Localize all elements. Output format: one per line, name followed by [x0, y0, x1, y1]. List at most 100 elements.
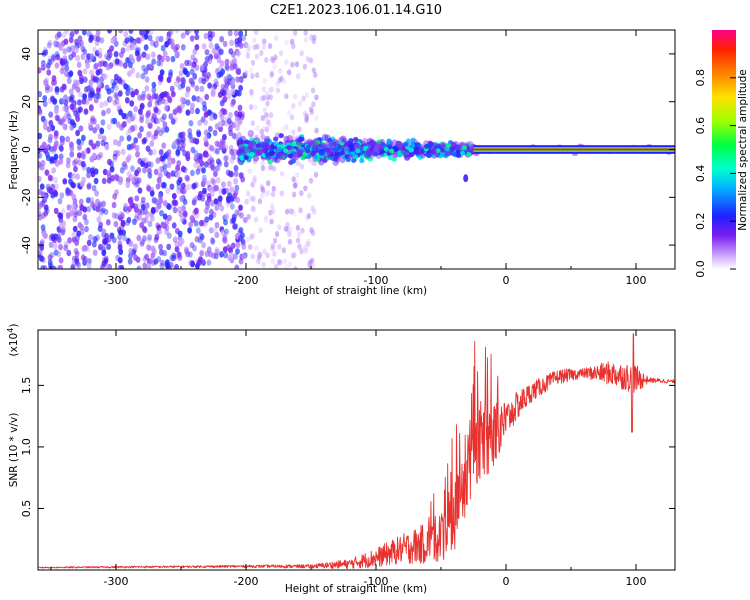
spectrogram-cell	[66, 77, 72, 85]
spectrogram-cell	[261, 95, 266, 101]
spectrogram-cell	[80, 160, 86, 168]
spectrogram-cell	[310, 205, 315, 212]
spectrogram-cell	[201, 43, 207, 50]
spectrogram-cell	[182, 187, 188, 195]
spectrogram-cell	[82, 30, 87, 36]
spectrogram-cell	[229, 157, 235, 164]
spectrogram-cell	[147, 101, 153, 108]
spectrogram-cell	[250, 73, 255, 80]
spectrogram-cell	[281, 247, 286, 254]
spectrogram-cell	[159, 210, 164, 217]
spectrogram-cell	[256, 148, 263, 156]
spectrogram-cell	[112, 155, 118, 163]
spectrogram-cell	[239, 212, 244, 219]
spectrogram-cell	[303, 247, 309, 254]
spectrogram-cell	[185, 99, 191, 106]
spectrogram-cell	[146, 236, 152, 244]
spectrogram-cell	[238, 42, 244, 49]
spectrogram-cell	[355, 148, 361, 154]
spectrogram-cell	[74, 30, 79, 35]
spectrogram-cell	[268, 112, 274, 119]
spectrogram-cell	[387, 155, 393, 161]
spectrogram-cell	[119, 224, 125, 231]
snr-x-label: Height of straight line (km)	[285, 583, 427, 595]
spectrogram-cell	[130, 67, 136, 74]
spectrogram-cell	[213, 52, 219, 60]
spectrogram-cell	[91, 185, 97, 192]
spectrogram-cell	[188, 120, 194, 127]
spectrogram-cell	[127, 61, 133, 69]
spectrogram-cell	[182, 210, 188, 217]
spectrogram-cell	[134, 88, 139, 96]
spectrogram-cell	[291, 141, 297, 147]
spectrogram-cell	[52, 145, 58, 152]
spectrogram-cell	[129, 36, 135, 44]
spectrogram-cell	[77, 209, 82, 216]
spectrogram-cell	[171, 199, 177, 206]
spectrogram-cell	[153, 197, 159, 204]
spectrogram-cell	[292, 30, 298, 36]
spectrogram-cell	[303, 30, 308, 36]
spectrogram-cell	[213, 147, 218, 154]
spectrogram-cell	[110, 37, 116, 44]
spectrogram-cell	[95, 205, 101, 213]
spectrogram-cell	[303, 185, 308, 192]
spectrogram-cell	[137, 187, 143, 194]
spectrogram-cell	[148, 257, 154, 264]
spectrogram-cell	[308, 177, 314, 184]
spectrogram-cell	[106, 236, 112, 243]
spectrogram-cell	[311, 67, 316, 74]
spectrogram-cell	[150, 116, 156, 123]
spectrogram-cell	[224, 154, 229, 162]
spectrogram-cell	[48, 241, 54, 249]
spectrogram-cell	[252, 154, 260, 162]
spectrogram-cell	[74, 239, 80, 246]
spectrogram-cell	[190, 63, 196, 70]
spectrogram-cell	[159, 249, 164, 256]
spectrogram-cell	[250, 205, 255, 212]
spectrogram-cell	[128, 252, 133, 260]
spectrogram-cell	[144, 211, 150, 218]
spectrogram-cell	[193, 155, 199, 162]
spectrogram-cell	[277, 146, 283, 152]
spectrogram-cell	[295, 73, 301, 80]
figure-title: C2E1.2023.106.01.14.G10	[270, 3, 442, 18]
spectrogram-cell	[124, 37, 130, 44]
spectrogram-cell	[106, 107, 111, 115]
spectrogram-cell	[120, 148, 126, 155]
spectrogram-cell	[252, 44, 257, 51]
spectrogram-x-tick-label: -100	[364, 274, 389, 287]
spectrogram-cell	[40, 60, 46, 67]
spectrogram-cell	[136, 177, 142, 184]
spectrogram-cell	[121, 112, 127, 120]
spectrogram-cell	[283, 225, 288, 232]
spectrogram-cell	[136, 265, 142, 269]
spectrogram-cell	[314, 94, 319, 101]
snr-y-tick-label: 0.5	[20, 500, 33, 518]
spectrogram-cell	[118, 60, 124, 67]
spectrogram-cell	[253, 104, 258, 111]
spectrogram-cell	[221, 188, 227, 195]
spectrogram-cell	[38, 107, 43, 115]
spectrogram-cell	[186, 183, 192, 191]
spectrogram-cell	[255, 72, 260, 79]
spectrogram-cell	[237, 104, 243, 112]
spectrogram-cell	[58, 158, 64, 165]
spectrogram-cell	[210, 159, 215, 166]
spectrogram-cell	[134, 212, 140, 219]
spectrogram-cell	[59, 67, 65, 75]
spectrogram-cell	[95, 30, 101, 37]
spectrogram-cell	[313, 171, 319, 178]
spectrogram-cell	[352, 154, 359, 160]
spectrogram-cell	[253, 216, 259, 223]
spectrogram-cell	[222, 236, 227, 244]
spectrogram-cell	[257, 251, 262, 258]
spectrogram-cell	[262, 248, 267, 255]
spectrogram-cell	[49, 156, 55, 163]
spectrogram-cell	[47, 174, 53, 181]
spectrogram-cell	[261, 261, 266, 268]
spectrogram-cell	[148, 30, 154, 37]
spectrogram-cell	[201, 174, 207, 181]
spectrogram-cell	[48, 146, 54, 153]
spectrogram-cell	[50, 95, 55, 102]
